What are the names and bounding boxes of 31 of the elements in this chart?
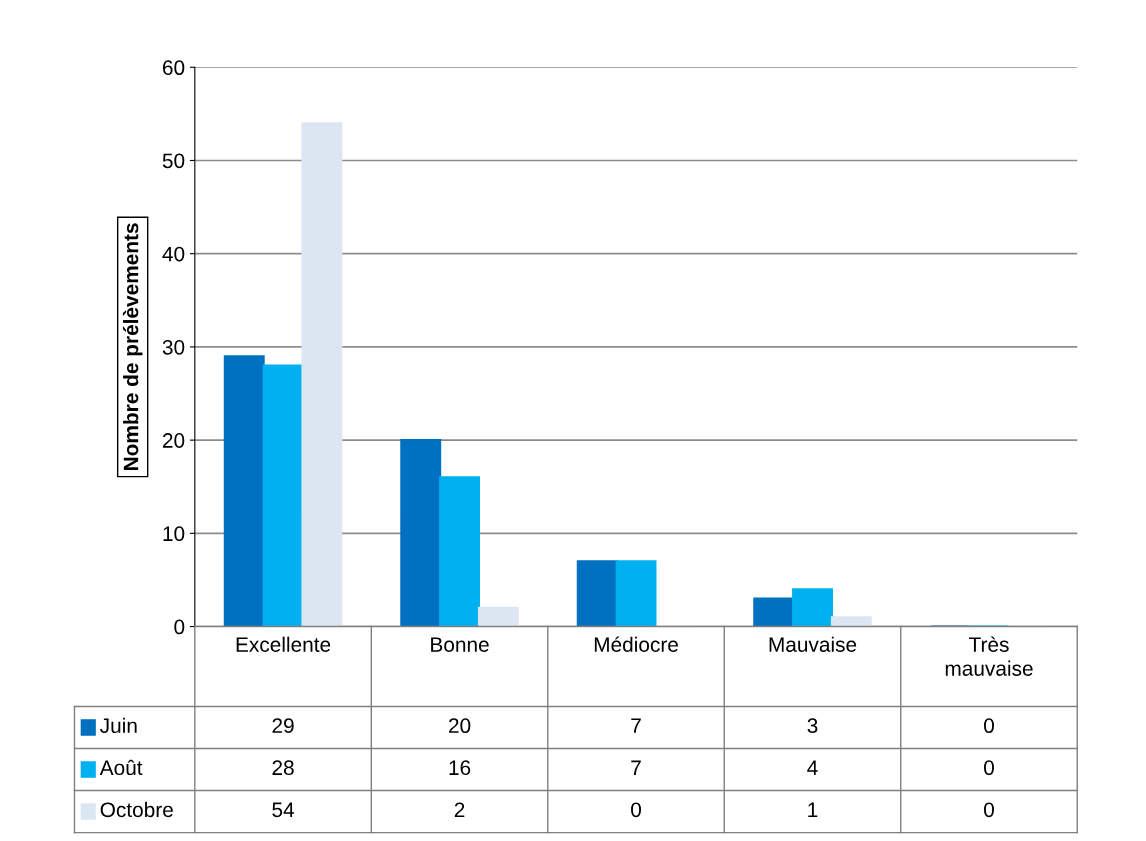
data-label: 7: [631, 760, 641, 775]
data-label: 0: [984, 718, 994, 734]
x-tick-label: Très mauvaise: [945, 636, 1033, 676]
data-label: 7: [631, 718, 641, 733]
y-tick-label: 10: [163, 526, 185, 542]
y-tick-label: 20: [162, 433, 185, 448]
y-tick-label: 60: [162, 60, 185, 76]
legend-label: Juin: [100, 717, 137, 734]
x-tick-label: Bonne: [431, 637, 489, 652]
data-label: 1: [808, 802, 818, 817]
data-label: 16: [449, 760, 471, 776]
y-tick-label: 40: [162, 246, 185, 262]
data-label: 54: [272, 802, 295, 818]
y-tick-label: 50: [162, 153, 185, 169]
x-tick-label: Mauvaise: [769, 636, 857, 652]
legend-label: Août: [99, 759, 143, 776]
y-tick-label: 0: [174, 619, 185, 635]
data-label: 0: [631, 802, 642, 818]
data-label: 4: [807, 760, 818, 775]
x-tick-label: Excellente: [236, 636, 331, 652]
legend-label: Octobre: [100, 801, 173, 818]
data-label: 0: [984, 760, 994, 776]
data-label: 0: [984, 802, 994, 818]
data-label: 2: [454, 802, 465, 817]
data-label: 3: [807, 718, 818, 734]
data-label: 20: [449, 718, 471, 734]
x-tick-label: Médiocre: [594, 636, 678, 652]
y-axis-title: Nombre de prélèvements: [122, 223, 143, 470]
data-label: 29: [272, 718, 294, 734]
data-label: 28: [272, 760, 294, 776]
y-tick-label: 30: [162, 339, 185, 355]
